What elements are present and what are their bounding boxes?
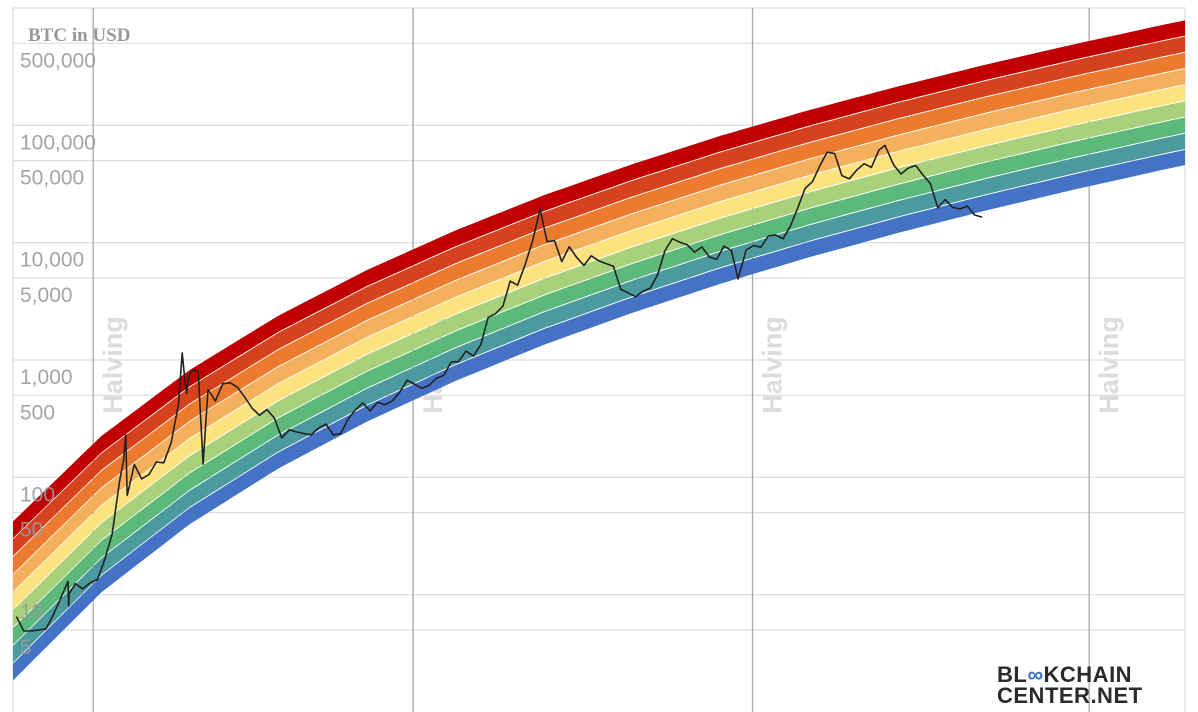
y-tick-label: 500 xyxy=(20,401,55,424)
chart-title: BTC in USD xyxy=(28,25,130,46)
halving-label: Halving xyxy=(758,316,788,414)
y-tick-label: 10 xyxy=(20,601,43,624)
y-tick-label: 50,000 xyxy=(20,167,84,190)
chain-link-icon: ∞ xyxy=(1027,662,1044,687)
y-tick-label: 100,000 xyxy=(20,131,96,154)
logo-text: BL xyxy=(997,662,1028,687)
rainbow-bands xyxy=(13,20,1185,681)
y-tick-label: 1,000 xyxy=(20,366,73,389)
logo-line-1: BL∞KCHAIN xyxy=(997,662,1143,687)
y-tick-label: 50 xyxy=(20,519,43,542)
y-tick-label: 5,000 xyxy=(20,284,73,307)
y-tick-label: 5 xyxy=(20,636,32,659)
logo-text: KCHAIN xyxy=(1043,662,1133,687)
price-line xyxy=(15,144,983,632)
y-tick-labels: 500,000 100,000 50,000 10,000 5,000 1,000 500 1… xyxy=(20,49,96,659)
blockchaincenter-logo: BL∞KCHAIN CENTER.NET xyxy=(997,662,1143,708)
y-tick-label: 500,000 xyxy=(20,49,96,72)
plot-border xyxy=(12,7,1186,712)
halving-label: Halving xyxy=(1094,316,1124,414)
logo-line-2: CENTER.NET xyxy=(997,683,1143,708)
halving-label: Halving xyxy=(98,316,128,414)
y-tick-label: 100 xyxy=(20,483,55,506)
y-tick-label: 10,000 xyxy=(20,249,84,272)
